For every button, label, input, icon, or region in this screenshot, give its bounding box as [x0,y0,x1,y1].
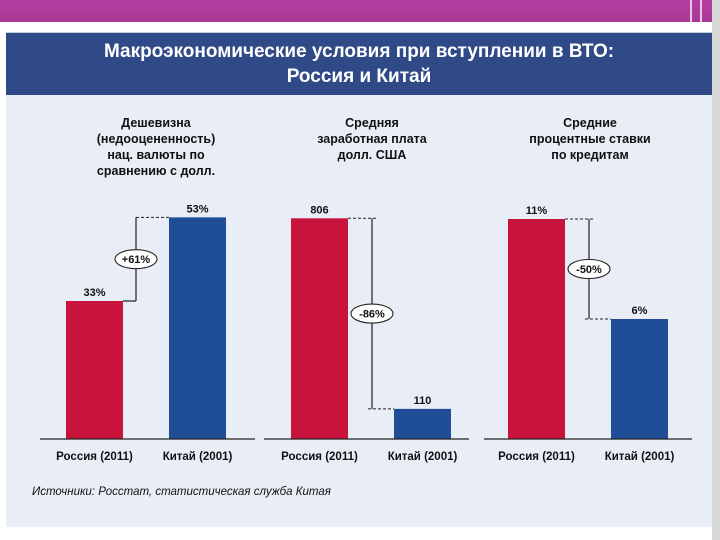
category-label: Россия (2011) [498,451,575,463]
category-label: Китай (2001) [388,451,458,463]
change-badge [350,303,394,324]
panel-title-line: Дешевизна [121,116,191,130]
panel-title-wage: Средняя заработная плата долл. США [272,115,472,163]
change-badge [567,258,611,280]
category-label: Китай (2001) [605,451,675,463]
panel-title-line: долл. США [337,148,407,162]
bar-value-label: 11% [526,205,548,217]
bar-russia [291,218,348,439]
panel-title-line: заработная плата [317,132,427,146]
panel-title-currency: Дешевизна (недооцененность) нац. валюты … [56,115,256,179]
panel-title-line: (недооцененность) [96,132,216,146]
right-decor-strip [712,0,720,540]
bar-value-label: 110 [414,395,432,407]
bar-value-label: 806 [310,204,328,216]
decor-line [700,0,702,22]
category-label: Россия (2011) [56,451,133,463]
bar-value-label: 6% [632,305,648,317]
category-label: Россия (2011) [281,451,358,463]
bar-china [611,319,668,439]
title-line-1: Макроэкономические условия при вступлени… [103,41,615,62]
panel-title-line: сравнению с долл. [96,164,216,178]
change-label: -86% [359,309,385,321]
bar-china [169,217,226,439]
panel-title-line: по кредитам [551,148,629,162]
title-line-2: Россия и Китай [286,66,432,87]
bar-china [394,408,451,439]
change-badge [114,249,158,270]
panel-title-line: Средняя [345,116,399,130]
panel-title-rates: Средние процентные ставки по кредитам [490,115,690,163]
chart-card: Макроэкономические условия при вступлени… [6,32,712,527]
change-label: -50% [576,264,602,276]
panel-title-line: Средние [563,116,617,130]
bar-charts: 33% Россия (2011) 53% Китай (2001) +61% 806 Ро… [40,203,692,463]
panel-title-line: нац. валюты по [107,148,205,162]
bar-value-label: 53% [186,203,208,215]
source-note: Источники: Росстат, статистическая служб… [32,486,331,498]
bar-value-label: 33% [83,287,105,299]
bar-russia [508,219,565,439]
top-decor-strip [0,0,720,22]
title-bar: Макроэкономические условия при вступлени… [6,33,712,95]
category-label: Китай (2001) [163,451,233,463]
change-label: +61% [122,254,151,266]
bar-russia [66,301,123,439]
panel-title-line: процентные ставки [529,132,651,146]
decor-line [690,0,692,22]
